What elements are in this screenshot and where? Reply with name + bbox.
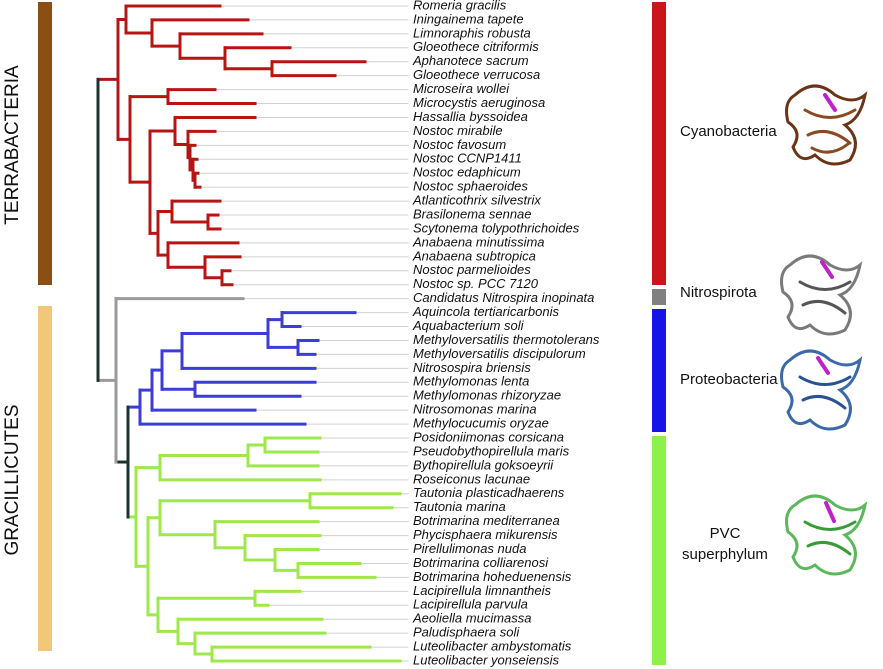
taxon-label: Brasilonema sennae	[413, 206, 532, 221]
taxon-label: Romeria gracilis	[413, 0, 507, 12]
taxon-label: Nostoc CCNP1411	[413, 151, 522, 166]
taxon-label: Roseiconus lacunae	[413, 471, 530, 486]
taxon-label: Limnoraphis robusta	[413, 25, 531, 40]
taxon-label: Phycisphaera mikurensis	[413, 527, 558, 542]
taxon-label: Botrimarina mediterranea	[413, 513, 560, 528]
taxon-label: Methylomonas rhizoryzae	[413, 388, 561, 403]
taxon-label: Aquincola tertiaricarbonis	[412, 304, 559, 319]
taxon-label: Paludisphaera soli	[413, 625, 520, 640]
taxon-label: Gloeothece citriformis	[413, 39, 539, 54]
taxon-label: Nostoc favosum	[413, 137, 506, 152]
taxon-label: Gloeothece verrucosa	[413, 67, 540, 82]
taxon-label: Nostoc parmelioides	[413, 262, 531, 277]
taxon-label: Aeoliella mucimassa	[412, 611, 532, 626]
taxon-label: Luteolibacter yonseiensis	[413, 652, 559, 667]
taxon-label: Methylocucumis oryzae	[413, 416, 549, 431]
taxon-label: Nitrosospira briensis	[413, 360, 531, 375]
taxon-label: Tautonia marina	[413, 499, 506, 514]
taxon-label: Luteolibacter ambystomatis	[413, 639, 572, 654]
taxon-label: Tautonia plasticadhaerens	[413, 485, 565, 500]
side-label: GRACILLICUTES	[2, 405, 23, 556]
taxon-label: Lacipirellula limnantheis	[413, 583, 552, 598]
protein-structure-nitro	[780, 254, 863, 336]
side-label: TERRABACTERIA	[2, 65, 23, 225]
taxon-label: Iningainema tapete	[413, 11, 524, 26]
taxon-label: Methyloversatilis thermotolerans	[413, 332, 600, 347]
gracilicutes-bar	[38, 306, 52, 651]
taxon-label: Atlanticothrix silvestrix	[412, 193, 541, 208]
group-label: Proteobacteria	[680, 371, 778, 388]
group-label: Cyanobacteria	[680, 123, 777, 140]
taxon-label: Aquabacterium soli	[412, 318, 525, 333]
taxon-label: Methylomonas lenta	[413, 374, 529, 389]
protein-structure-cyano	[785, 84, 868, 166]
taxon-label: Nostoc mirabile	[413, 123, 503, 138]
taxon-label: Nitrosomonas marina	[413, 402, 537, 417]
taxon-label: Nostoc sp. PCC 7120	[413, 276, 539, 291]
taxon-label: Scytonema tolypothrichoides	[413, 220, 580, 235]
taxon-label: Botrimarina hoheduenensis	[413, 569, 572, 584]
taxon-label: Nostoc sphaeroides	[413, 179, 528, 194]
pvc-bar	[652, 436, 666, 665]
terrabacteria-bar	[38, 2, 52, 285]
taxon-label: Candidatus Nitrospira inopinata	[413, 290, 594, 305]
protein-structure-pvc	[785, 494, 868, 576]
group-label: superphylum	[682, 546, 768, 563]
taxon-label: Bythopirellula goksoeyrii	[413, 457, 554, 472]
tree	[96, 4, 409, 663]
taxon-label: Posidoniimonas corsicana	[413, 429, 564, 444]
proteobacteria-bar	[652, 309, 666, 432]
taxon-label: Pseudobythopirellula maris	[413, 443, 570, 458]
protein-structure-proteo	[780, 349, 863, 431]
taxon-label: Anabaena minutissima	[412, 234, 545, 249]
cyanobacteria-bar	[652, 2, 666, 285]
taxon-label: Microseira wollei	[413, 81, 510, 96]
taxon-label: Aphanotece sacrum	[412, 53, 529, 68]
taxon-label: Hassallia byssoidea	[413, 109, 528, 124]
taxon-label: Anabaena subtropica	[412, 248, 536, 263]
taxon-label: Pirellulimonas nuda	[413, 541, 526, 556]
group-label: Nitrospirota	[680, 284, 757, 301]
group-label: PVC	[710, 525, 741, 542]
taxon-label: Microcystis aeruginosa	[413, 95, 545, 110]
taxon-label: Methyloversatilis discipulorum	[413, 346, 586, 361]
nitrospirota-bar	[652, 289, 666, 305]
taxon-label: Botrimarina colliarenosi	[413, 555, 549, 570]
taxon-label: Nostoc edaphicum	[413, 165, 521, 180]
taxon-label: Lacipirellula parvula	[413, 597, 528, 612]
